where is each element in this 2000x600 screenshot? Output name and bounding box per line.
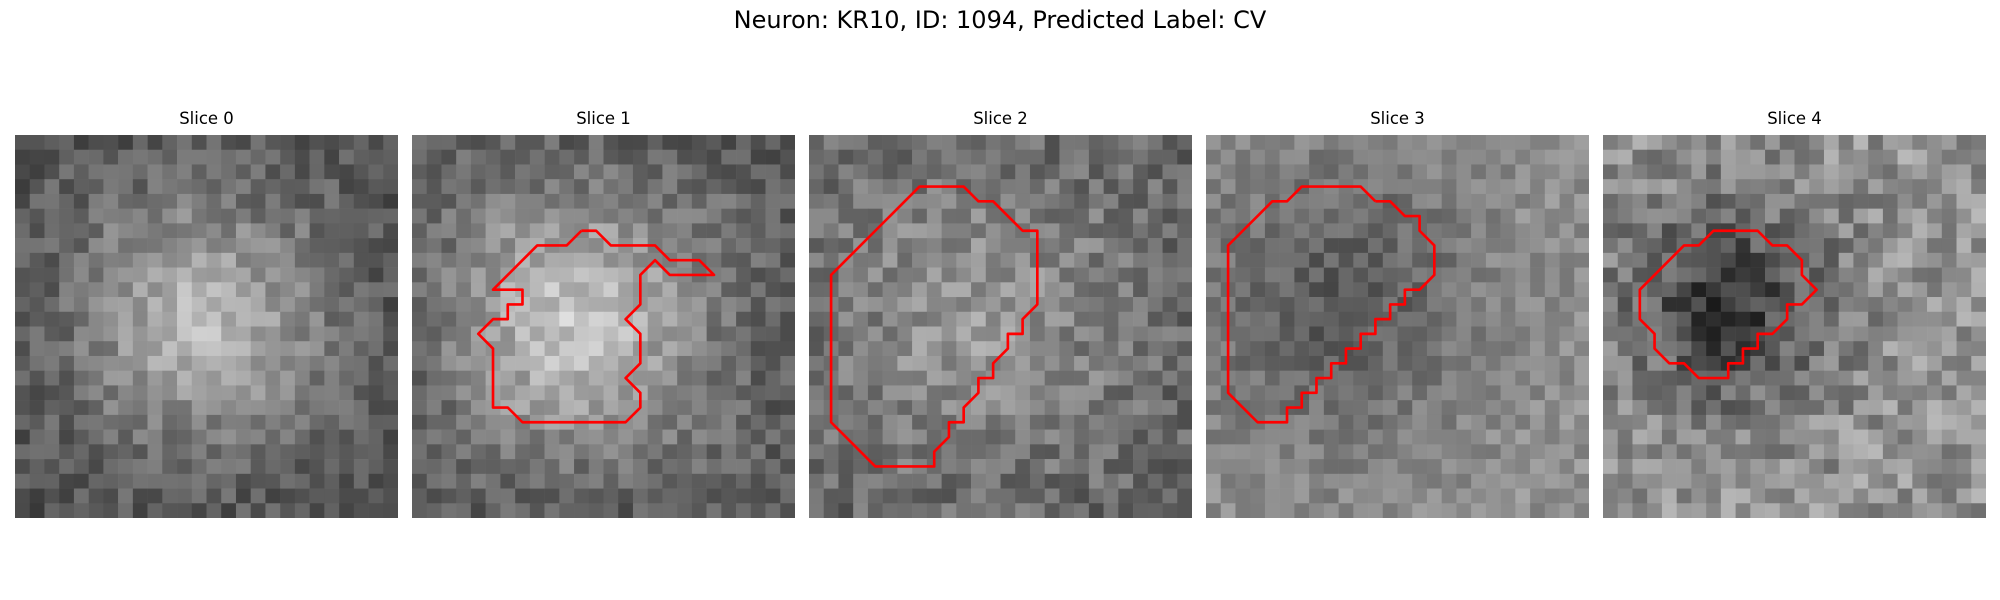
slice-4-image <box>1603 135 1986 518</box>
slice-1-title: Slice 1 <box>576 109 631 128</box>
slice-4-contour <box>1638 229 1818 380</box>
slice-3-pixels <box>1206 135 1589 518</box>
slice-3-image <box>1206 135 1589 518</box>
slice-0-image <box>15 135 398 518</box>
slice-0-pixels <box>15 135 398 518</box>
slice-1-contour <box>476 229 716 424</box>
slice-3-title: Slice 3 <box>1370 109 1425 128</box>
slice-1-image <box>412 135 795 518</box>
slice-4-pixels <box>1603 135 1986 518</box>
figure-title: Neuron: KR10, ID: 1094, Predicted Label:… <box>733 6 1267 34</box>
slice-4-title: Slice 4 <box>1767 109 1822 128</box>
slice-1-pixels <box>412 135 795 518</box>
slice-2-title: Slice 2 <box>973 109 1028 128</box>
slice-0-title: Slice 0 <box>179 109 234 128</box>
slice-2-image <box>809 135 1192 518</box>
slice-2-pixels <box>809 135 1192 518</box>
slice-3-contour <box>1226 185 1436 424</box>
slice-2-contour <box>829 185 1039 468</box>
